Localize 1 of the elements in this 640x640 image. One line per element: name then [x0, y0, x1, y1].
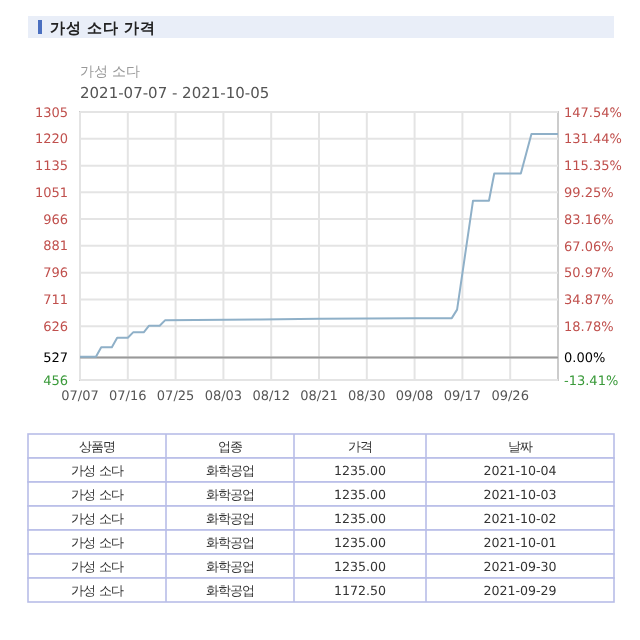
line-series [79, 133, 559, 358]
